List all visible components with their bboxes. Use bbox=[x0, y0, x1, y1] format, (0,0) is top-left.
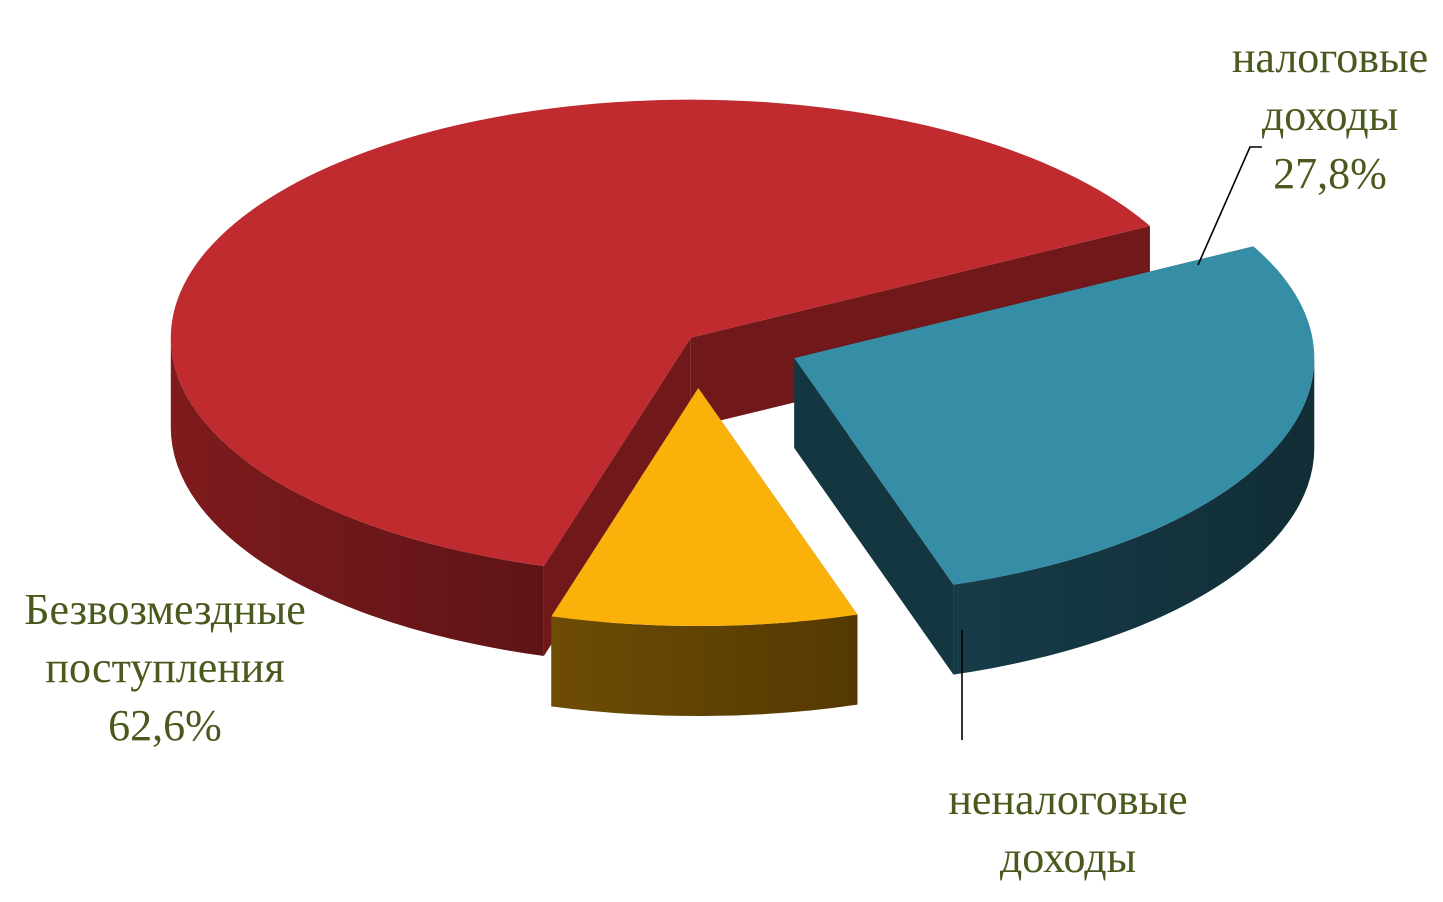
data-label-0: налоговые доходы 27,8% bbox=[1232, 33, 1428, 198]
pie-slice-2 bbox=[170, 99, 1150, 566]
data-labels: налоговые доходы 27,8% неналоговые доходы 9,5… bbox=[24, 33, 1428, 902]
data-label-text-0-0: налоговые bbox=[1232, 33, 1428, 82]
data-label-text-0-1: доходы bbox=[1262, 91, 1398, 140]
data-label-text-1-1: доходы bbox=[1000, 833, 1136, 882]
data-label-text-2-0: Безвозмездные bbox=[24, 585, 305, 634]
data-label-value-1: 9,5% bbox=[1022, 891, 1114, 897]
slice-tops bbox=[170, 99, 1315, 627]
data-label-text-2-1: поступления bbox=[45, 643, 284, 692]
slice-side-1-0 bbox=[551, 614, 858, 717]
leader-line-0 bbox=[1197, 146, 1262, 266]
data-label-2: Безвозмездные поступления 62,6% bbox=[24, 585, 305, 750]
slice-wall-0-1 bbox=[794, 358, 954, 675]
pie-slice-1 bbox=[551, 388, 858, 627]
data-label-1: неналоговые доходы 9,5% bbox=[948, 775, 1187, 897]
data-label-value-0: 27,8% bbox=[1273, 149, 1387, 198]
pie-slice-0 bbox=[794, 246, 1315, 585]
slice-side-2-0 bbox=[170, 337, 544, 656]
data-label-value-2: 62,6% bbox=[108, 701, 222, 750]
data-label-text-1-0: неналоговые bbox=[948, 775, 1187, 824]
slice-side-0-0 bbox=[953, 358, 1315, 675]
leader-lines bbox=[961, 146, 1262, 740]
